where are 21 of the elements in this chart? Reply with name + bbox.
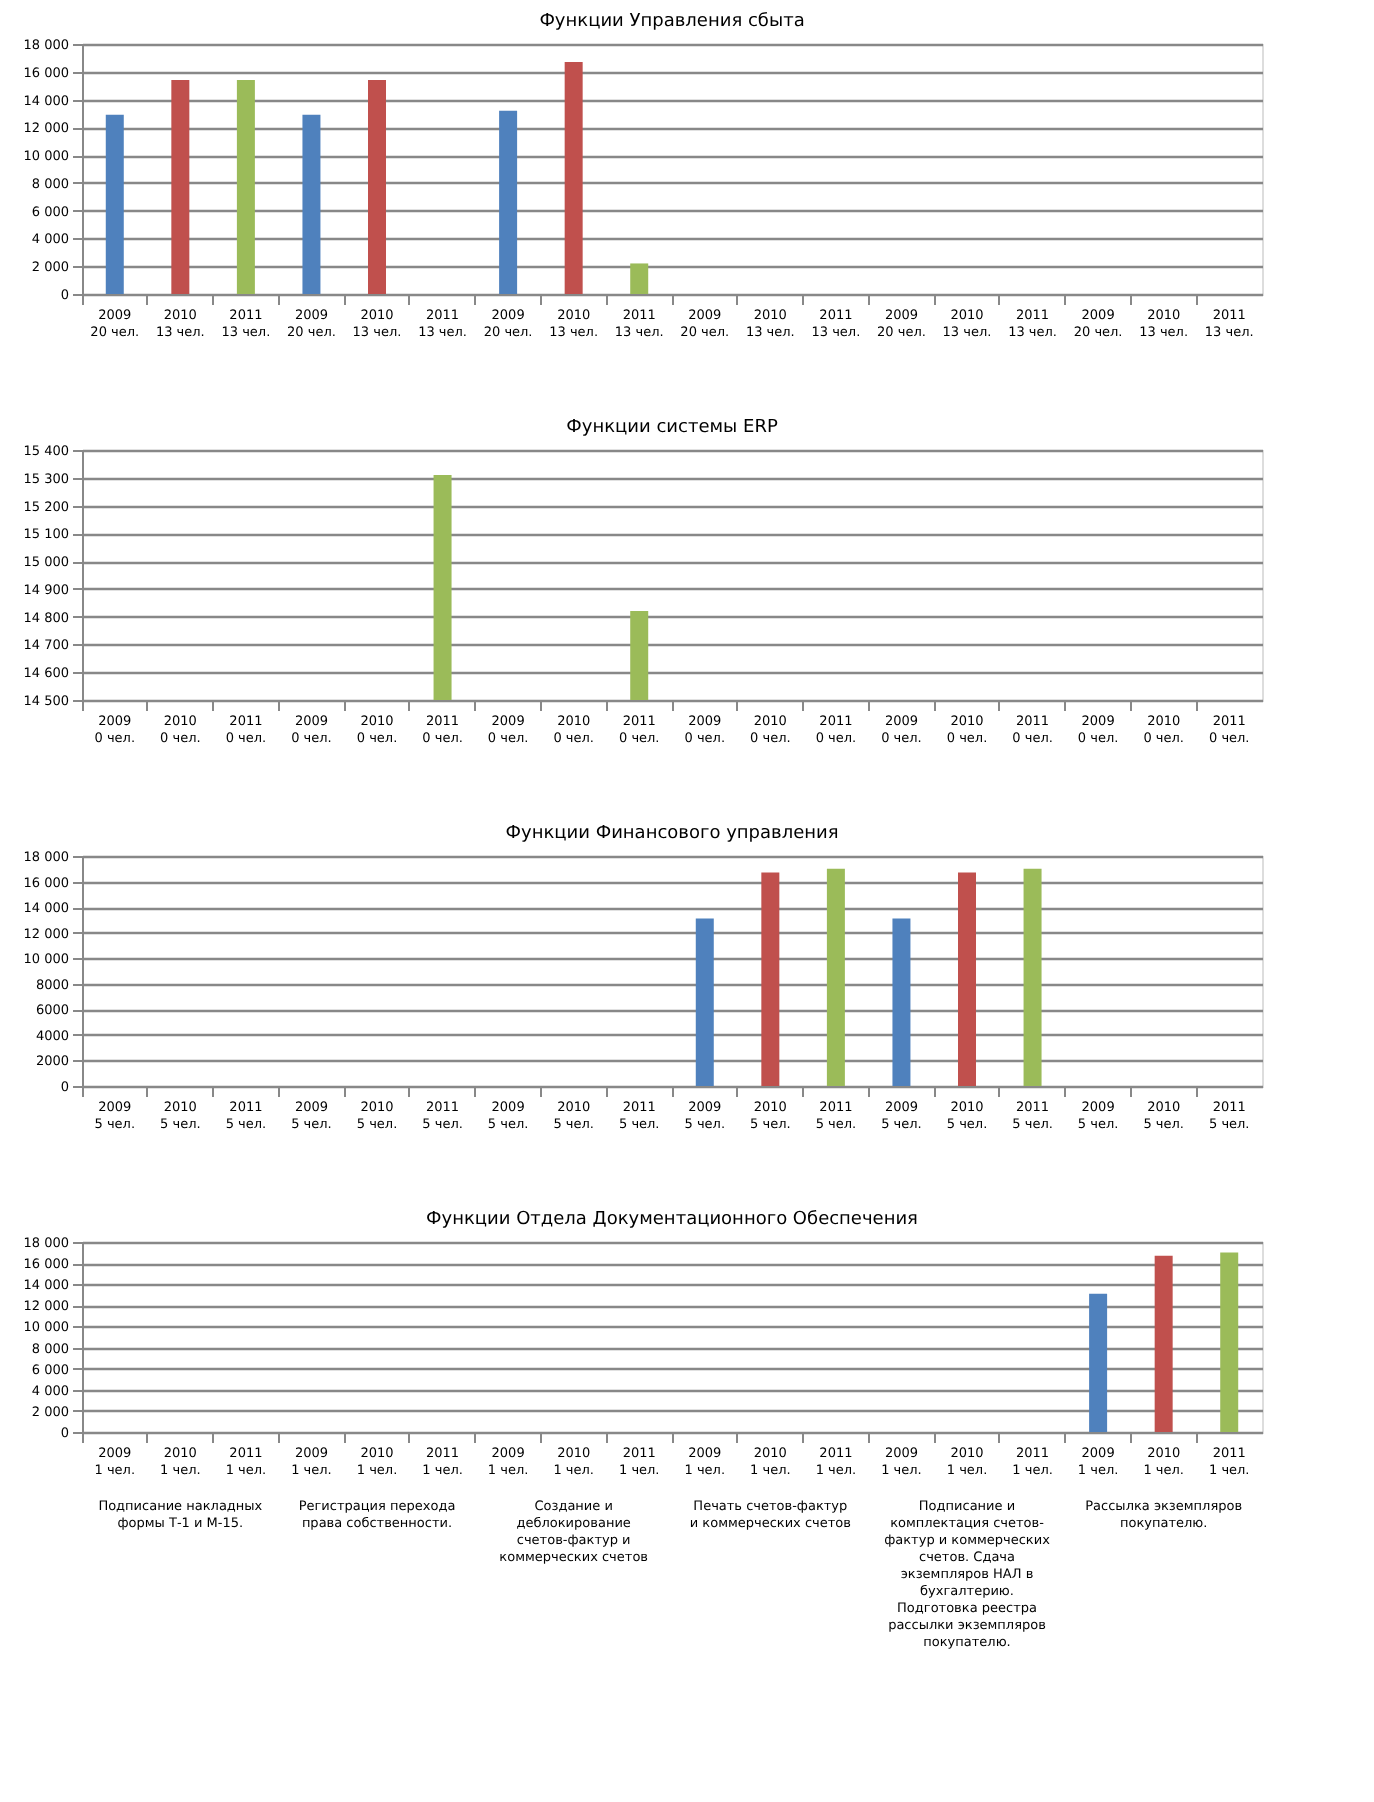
bar [564,62,583,294]
bar [302,114,321,294]
bar [1220,1252,1239,1432]
bar [892,918,911,1086]
bar [1023,868,1042,1086]
bar [171,80,190,294]
bar [826,868,845,1086]
bar [630,263,649,294]
chart-title: Функции системы ERP [566,418,779,438]
bar [958,872,976,1086]
bar [1154,1255,1173,1432]
bar [761,872,780,1086]
bar [105,114,124,294]
chart-title: Функции Отдела Документационного Обеспечения [426,1210,918,1230]
bar [499,110,518,294]
chart-title: Функции Управления сбыта [539,12,805,32]
bar [368,80,386,294]
bar [236,80,255,294]
bar [695,918,714,1086]
chart-title: Функции Финансового управления [505,824,839,844]
bar [1089,1293,1108,1432]
